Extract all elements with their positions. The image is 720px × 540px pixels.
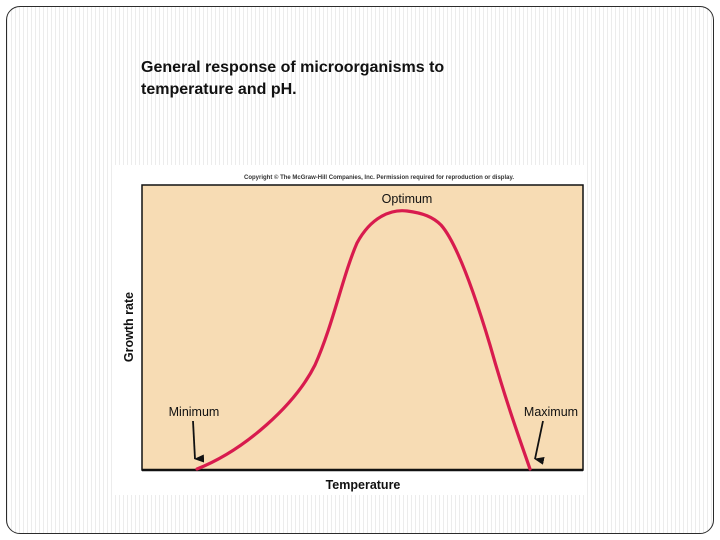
optimum-label: Optimum <box>382 192 433 206</box>
slide-title-line-1: General response of microorganisms to <box>141 59 445 76</box>
growth-curve-diagram: Copyright © The McGraw-Hill Companies, I… <box>122 174 584 492</box>
slide-title-line-2: temperature and pH. <box>141 81 297 98</box>
growth-rate-curve <box>195 209 532 471</box>
slide-title: General response of microorganisms to te… <box>141 57 561 101</box>
growth-curve-figure: Copyright © The McGraw-Hill Companies, I… <box>115 165 585 495</box>
copyright-notice: Copyright © The McGraw-Hill Companies, I… <box>244 174 514 181</box>
slide: General response of microorganisms to te… <box>6 6 714 534</box>
minimum-arrow <box>192 420 205 463</box>
minimum-label: Minimum <box>169 405 220 419</box>
y-axis-label: Growth rate <box>122 292 136 362</box>
maximum-label: Maximum <box>524 405 578 419</box>
x-axis-label: Temperature <box>326 478 401 492</box>
maximum-arrow <box>534 420 545 465</box>
